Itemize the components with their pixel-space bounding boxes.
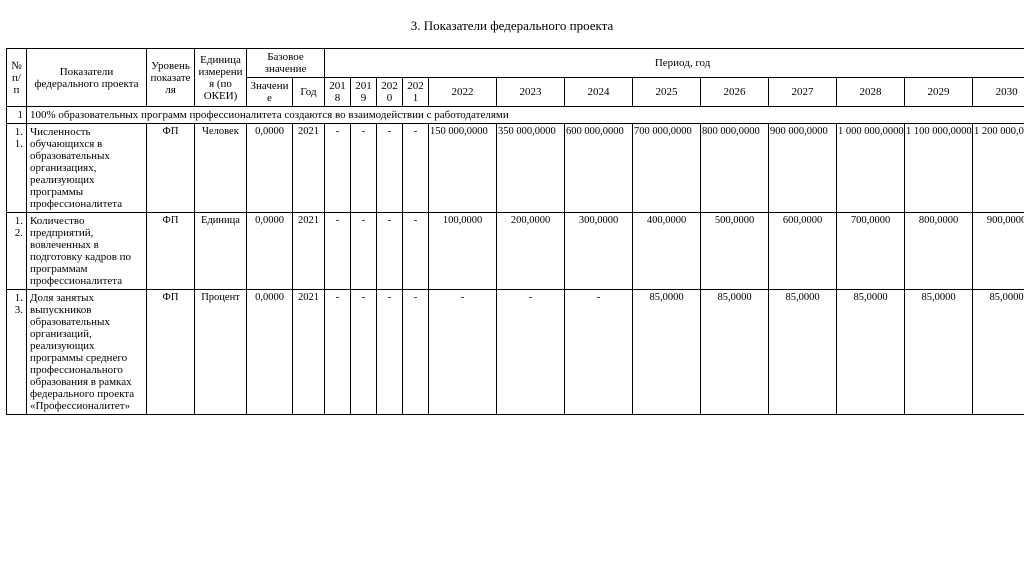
cell: - (403, 213, 429, 290)
col-header-year: 2018 (325, 78, 351, 107)
col-header-year: 2026 (701, 78, 769, 107)
cell: 900 000,0000 (769, 124, 837, 213)
cell: 800 000,0000 (701, 124, 769, 213)
col-header-year: 2022 (429, 78, 497, 107)
col-header-year: 2030 (973, 78, 1024, 107)
col-header-base-value: Значение (247, 78, 293, 107)
cell: 100,0000 (429, 213, 497, 290)
cell: - (403, 124, 429, 213)
cell: 85,0000 (905, 290, 973, 415)
row-num: 1.2. (7, 213, 27, 290)
cell: 700,0000 (837, 213, 905, 290)
cell: 1 000 000,0000 (837, 124, 905, 213)
col-header-period: Период, год (325, 49, 1024, 78)
col-header-year: 2024 (565, 78, 633, 107)
col-header-level: Уровень показателя (147, 49, 195, 107)
row-base-year: 2021 (293, 290, 325, 415)
cell: - (351, 213, 377, 290)
cell: 85,0000 (633, 290, 701, 415)
cell: 1 100 000,0000 (905, 124, 973, 213)
col-header-year: 2023 (497, 78, 565, 107)
col-header-year: 2029 (905, 78, 973, 107)
cell: - (377, 213, 403, 290)
section-text: 100% образовательных программ профессион… (27, 107, 1024, 124)
cell: 85,0000 (701, 290, 769, 415)
cell: - (377, 124, 403, 213)
cell: 85,0000 (769, 290, 837, 415)
cell: 900,0000 (973, 213, 1024, 290)
col-header-base-year: Год (293, 78, 325, 107)
cell: - (429, 290, 497, 415)
cell: 800,0000 (905, 213, 973, 290)
row-name: Доля занятых выпускников образовательных… (27, 290, 147, 415)
indicators-table: № п/п Показатели федерального проекта Ур… (6, 48, 1024, 415)
col-header-year: 2025 (633, 78, 701, 107)
col-header-year: 2027 (769, 78, 837, 107)
col-header-year: 2019 (351, 78, 377, 107)
row-num: 1.1. (7, 124, 27, 213)
cell: 85,0000 (837, 290, 905, 415)
section-title: 3. Показатели федерального проекта (6, 18, 1018, 34)
cell: 600,0000 (769, 213, 837, 290)
cell: 200,0000 (497, 213, 565, 290)
col-header-year: 2028 (837, 78, 905, 107)
cell: - (325, 213, 351, 290)
table-header: № п/п Показатели федерального проекта Ур… (7, 49, 1024, 107)
table-row: 1.2. Количество предприятий, вовлеченных… (7, 213, 1024, 290)
cell: 350 000,0000 (497, 124, 565, 213)
row-num: 1.3. (7, 290, 27, 415)
row-name: Количество предприятий, вовлеченных в по… (27, 213, 147, 290)
document-page: 3. Показатели федерального проекта № п/п… (0, 0, 1024, 574)
cell: 150 000,0000 (429, 124, 497, 213)
table-row: 1.3. Доля занятых выпускников образовате… (7, 290, 1024, 415)
section-num: 1 (7, 107, 27, 124)
row-unit: Человек (195, 124, 247, 213)
row-level: ФП (147, 290, 195, 415)
row-level: ФП (147, 213, 195, 290)
row-base-value: 0,0000 (247, 124, 293, 213)
cell: 700 000,0000 (633, 124, 701, 213)
col-header-unit: Единица измерения (по ОКЕИ) (195, 49, 247, 107)
row-unit: Процент (195, 290, 247, 415)
row-base-value: 0,0000 (247, 290, 293, 415)
row-level: ФП (147, 124, 195, 213)
cell: - (351, 124, 377, 213)
row-unit: Единица (195, 213, 247, 290)
cell: - (325, 290, 351, 415)
cell: 400,0000 (633, 213, 701, 290)
cell: 600 000,0000 (565, 124, 633, 213)
cell: - (565, 290, 633, 415)
cell: - (497, 290, 565, 415)
cell: - (351, 290, 377, 415)
cell: - (403, 290, 429, 415)
col-header-num: № п/п (7, 49, 27, 107)
section-row: 1 100% образовательных программ професси… (7, 107, 1024, 124)
row-base-value: 0,0000 (247, 213, 293, 290)
col-header-base: Базовое значение (247, 49, 325, 78)
row-name: Численность обучающихся в образовательны… (27, 124, 147, 213)
cell: 500,0000 (701, 213, 769, 290)
cell: 300,0000 (565, 213, 633, 290)
table-row: 1.1. Численность обучающихся в образоват… (7, 124, 1024, 213)
cell: - (377, 290, 403, 415)
cell: 1 200 000,0000 (973, 124, 1024, 213)
col-header-year: 2020 (377, 78, 403, 107)
row-base-year: 2021 (293, 213, 325, 290)
cell: 85,0000 (973, 290, 1024, 415)
col-header-indicator: Показатели федерального проекта (27, 49, 147, 107)
col-header-year: 2021 (403, 78, 429, 107)
cell: - (325, 124, 351, 213)
row-base-year: 2021 (293, 124, 325, 213)
